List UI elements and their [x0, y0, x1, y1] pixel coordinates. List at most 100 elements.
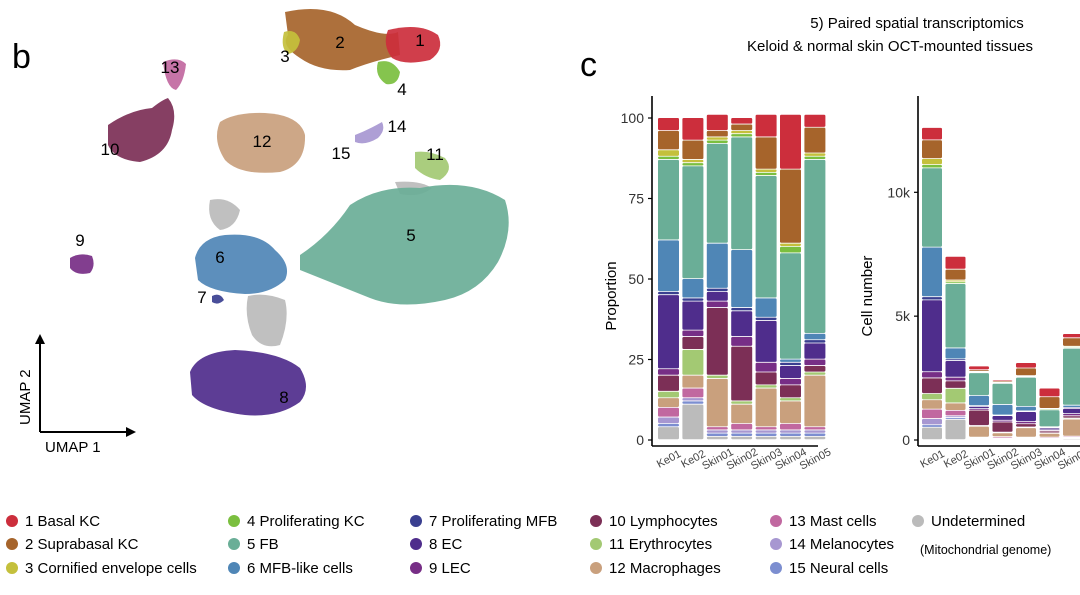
count-bar-Ke01-c14	[922, 418, 942, 425]
proportion-bar-Skin03-c10	[755, 372, 777, 385]
umap-x-label: UMAP 1	[45, 439, 101, 456]
count-bar-Skin03-c12	[1016, 428, 1036, 437]
cluster-10-blob	[108, 98, 175, 162]
count-bar-Ke01-c10	[922, 378, 942, 394]
proportion-bar-Skin05-c3	[804, 153, 826, 156]
legend-label-c5: 5 FB	[247, 536, 279, 553]
proportion-bar-Skin03-c5	[755, 175, 777, 298]
proportion-bar-Ke02-c13	[682, 388, 704, 398]
legend-label-c10: 10 Lymphocytes	[609, 513, 718, 530]
count-bar-Skin04-c5	[1039, 410, 1060, 427]
umap-cluster-label-4: 4	[397, 80, 406, 99]
legend-label-c11: 11 Erythrocytes	[609, 536, 712, 553]
proportion-bar-Skin03-undet	[755, 436, 777, 440]
proportion-bar-Skin02-c1	[731, 118, 753, 124]
count-bar-Ke02-c12	[945, 403, 966, 410]
count-bar-Skin02-c6	[992, 404, 1013, 415]
count-bar-Ke01-c3	[922, 158, 942, 165]
cluster-6-blob	[195, 234, 288, 294]
proportion-bar-Skin02-c5	[731, 137, 753, 250]
legend-swatch-c6	[228, 562, 240, 574]
proportion-y-tick-label: 50	[628, 271, 644, 287]
proportion-bar-Skin05-c5	[804, 159, 826, 333]
proportion-bar-Skin05-undet	[804, 436, 826, 440]
proportion-bar-Ke02-c11	[682, 349, 704, 375]
proportion-bar-Skin05-c4	[804, 156, 826, 160]
proportion-bar-Skin03-c9	[755, 362, 777, 372]
proportion-bar-Skin03-c15	[755, 433, 777, 436]
cluster-2-blob	[285, 8, 400, 71]
proportion-bar-Ke02-c12	[682, 375, 704, 388]
count-bar-Skin01-c10	[969, 410, 989, 426]
proportion-bar-Skin01-c6	[706, 243, 728, 288]
count-bar-Skin05-c9	[1063, 413, 1080, 416]
proportion-bar-Ke02-c14	[682, 398, 704, 401]
umap-cluster-label-3: 3	[280, 47, 289, 66]
count-y-label: Cell number	[859, 256, 876, 337]
proportion-bar-Skin01-c10	[706, 307, 728, 375]
legend-sublabel-undet: (Mitochondrial genome)	[920, 543, 1051, 557]
proportion-bar-Skin04-c13	[780, 423, 801, 430]
count-bar-Skin04-c2	[1039, 397, 1060, 408]
count-bar-Ke02-c3	[945, 280, 966, 282]
cluster-1-blob	[385, 26, 441, 63]
count-bar-Skin03-c9	[1016, 421, 1036, 424]
proportion-bar-Skin01-undet	[706, 436, 728, 440]
count-bar-Skin03-c8	[1016, 412, 1036, 422]
legend-label-c15: 15 Neural cells	[789, 560, 888, 577]
proportion-bar-Skin02-c3	[731, 130, 753, 134]
proportion-bar-Ke01-c13	[658, 407, 679, 417]
proportion-bar-Skin04-c14	[780, 430, 801, 433]
legend-swatch-c13	[770, 515, 782, 527]
proportion-bar-Ke02-c10	[682, 336, 704, 350]
count-bar-Skin03-c6	[1016, 406, 1036, 411]
proportion-bar-Skin04-c4	[780, 246, 801, 253]
legend-swatch-c15	[770, 562, 782, 574]
proportion-bar-Skin04-c10	[780, 385, 801, 398]
legend: 1 Basal KC 2 Suprabasal KC 3 Cornified env…	[6, 513, 1051, 577]
proportion-bar-Ke01-c11	[658, 391, 679, 398]
count-bar-Ke02-c14	[945, 416, 966, 418]
proportion-bar-Skin01-c12	[706, 378, 728, 427]
proportion-bar-Skin04-undet	[780, 436, 801, 440]
proportion-bar-Skin03-c14	[755, 430, 777, 433]
count-bar-Skin01-c5	[969, 373, 989, 396]
umap-cluster-label-11: 11	[426, 145, 444, 164]
count-bar-Skin05-c5	[1063, 348, 1080, 405]
legend-swatch-c3	[6, 562, 18, 574]
count-bar-Ke01-c2	[922, 140, 942, 159]
legend-swatch-c2	[6, 538, 18, 550]
umap-cluster-label-1: 1	[415, 31, 424, 50]
umap-cluster-label-15: 15	[332, 144, 351, 163]
proportion-bar-Skin01-c14	[706, 430, 728, 433]
count-bar-Ke01-c1	[922, 127, 942, 140]
legend-label-c14: 14 Melanocytes	[789, 536, 894, 553]
count-bar-Ke01-c15	[922, 425, 942, 427]
count-y-tick-label: 5k	[895, 308, 911, 324]
proportion-bar-Skin02-c4	[731, 134, 753, 137]
proportion-bar-Ke02-c6	[682, 279, 704, 298]
proportion-y-tick-label: 25	[628, 352, 644, 368]
proportion-bar-Skin01-c4	[706, 140, 728, 143]
proportion-bar-Ke01-c14	[658, 417, 679, 424]
proportion-y-tick-label: 100	[621, 110, 645, 126]
proportion-bar-Skin03-c2	[755, 137, 777, 169]
legend-label-c2: 2 Suprabasal KC	[25, 536, 139, 553]
proportion-bar-Ke01-c2	[658, 130, 679, 150]
count-bar-Skin05-c10	[1063, 416, 1080, 418]
proportion-y-tick-label: 75	[628, 191, 644, 207]
proportion-bar-Skin02-c14	[731, 430, 753, 433]
proportion-bar-Skin04-c6	[780, 359, 801, 362]
count-bar-Skin03-c1	[1016, 362, 1036, 368]
proportion-bar-Skin05-c15	[804, 433, 826, 436]
proportion-bar-Skin05-c9	[804, 359, 826, 366]
cluster-9-blob	[70, 254, 94, 274]
cluster-13-blob	[163, 59, 186, 90]
proportion-bar-Ke01-c3	[658, 150, 679, 156]
count-bar-Ke02-c1	[945, 256, 966, 269]
count-bar-Skin02-c8	[992, 415, 1013, 420]
umap-cluster-label-13: 13	[161, 58, 180, 77]
header-line-2: Keloid & normal skin OCT-mounted tissues	[747, 38, 1033, 55]
